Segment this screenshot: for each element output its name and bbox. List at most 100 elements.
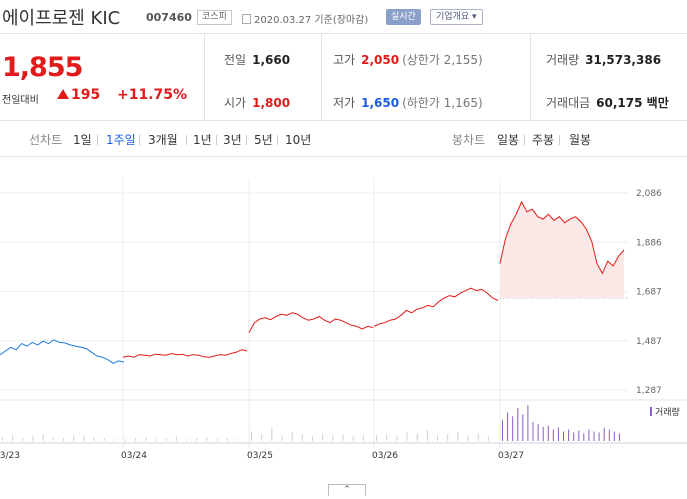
volume-bar (301, 434, 303, 441)
divider (321, 34, 322, 120)
stat-open: 시가 1,800 (224, 96, 291, 110)
volume-bar (552, 429, 554, 441)
volume-bar (512, 416, 514, 441)
volume-bar (598, 432, 600, 441)
stat-trade-value: 거래대금 60,175 백만 (546, 96, 669, 110)
x-tick-label: 03/24 (121, 451, 147, 461)
volume-bar (135, 438, 137, 441)
divider (186, 135, 187, 145)
stat-volume: 거래량 31,573,386 (546, 53, 662, 67)
price-summary: 1,855 전일대비 195 +11.75% (0, 34, 205, 120)
divider (216, 135, 217, 145)
volume-bar (487, 436, 489, 442)
volume-bar (593, 431, 595, 441)
volume-bar (312, 436, 313, 442)
volume-bar (542, 426, 544, 442)
divider (530, 34, 531, 120)
change-label: 전일대비 (2, 95, 39, 106)
divider (524, 135, 525, 145)
divider (277, 135, 278, 145)
collapse-button[interactable]: ⌃ (328, 484, 366, 496)
realtime-button[interactable]: 실시간 (386, 9, 421, 25)
current-price: 1,855 (2, 52, 83, 83)
series-line-0326 (373, 287, 499, 327)
volume-bar (145, 437, 147, 441)
period-3m[interactable]: 3개월 (148, 133, 178, 147)
volume-bar (547, 425, 549, 441)
stock-code: 007460 (146, 11, 192, 24)
volume-bar (557, 427, 559, 441)
volume-bar (32, 436, 34, 442)
divider (97, 135, 98, 145)
volume-bar (261, 433, 263, 441)
divider (559, 135, 560, 145)
stat-high: 고가 2,050 (상한가 2,155) (333, 53, 483, 67)
volume-bar (63, 438, 64, 441)
volume-bar (517, 407, 519, 442)
period-1w[interactable]: 1주일 (106, 133, 136, 147)
volume-bar (226, 438, 228, 441)
calendar-icon (242, 14, 251, 24)
volume-bar (362, 435, 364, 441)
volume-bar (537, 423, 539, 441)
volume-bar (376, 435, 377, 441)
period-1y[interactable]: 1년 (193, 133, 212, 147)
volume-bar (42, 434, 44, 441)
volume-bar (73, 436, 75, 442)
volume-bar (125, 439, 126, 441)
period-1d[interactable]: 1일 (73, 133, 92, 147)
volume-bar (396, 436, 398, 442)
volume-bar (271, 427, 273, 441)
volume-bar (563, 431, 564, 441)
volume-bar (206, 437, 208, 441)
volume-bar (251, 431, 252, 441)
x-tick-label: 03/27 (498, 451, 524, 461)
volume-bar (457, 432, 459, 441)
candle-daily[interactable]: 일봉 (497, 133, 520, 147)
volume-bar (165, 438, 167, 441)
y-tick-label: 1,487 (636, 337, 662, 347)
x-tick-label: 03/26 (372, 451, 398, 461)
volume-bar (155, 439, 157, 441)
date-text: 2020.03.27 기준(장마감) (254, 15, 369, 26)
volume-bar (416, 433, 418, 441)
company-overview-button[interactable]: 기업개요 ▾ (430, 9, 483, 25)
volume-swatch-icon (650, 407, 652, 416)
period-5y[interactable]: 5년 (254, 133, 273, 147)
volume-bar (447, 434, 449, 441)
volume-legend: 거래량 (650, 405, 680, 418)
volume-bar (588, 429, 590, 441)
stat-prev-close: 전일 1,660 (224, 53, 291, 67)
volume-bar (93, 437, 95, 441)
x-tick-label: 03/23 (0, 451, 20, 461)
x-tick-label: 03/25 (247, 451, 273, 461)
y-tick-label: 1,886 (636, 238, 662, 248)
price-chart[interactable]: 2,086 1,886 1,687 1,487 1,287 03/23 03/24 03/25… (0, 158, 687, 499)
volume-bar (578, 430, 580, 442)
volume-bar (532, 422, 534, 441)
volume-bar (467, 435, 469, 441)
volume-bar (216, 439, 218, 441)
price-chart-svg: 2,086 1,886 1,687 1,487 1,287 03/23 03/24 03/25… (0, 178, 687, 461)
period-10y[interactable]: 10년 (285, 133, 312, 147)
volume-bar (236, 439, 238, 441)
volume-bar (603, 427, 605, 441)
volume-bar (502, 420, 503, 441)
period-3y[interactable]: 3년 (223, 133, 242, 147)
y-tick-label: 1,287 (636, 386, 662, 396)
volume-bar (52, 437, 54, 441)
price-change: 195 (57, 87, 100, 103)
candle-monthly[interactable]: 월봉 (569, 133, 592, 147)
candle-weekly[interactable]: 주봉 (532, 133, 555, 147)
volume-bar (507, 412, 509, 441)
volume-bar (426, 429, 428, 441)
volume-bar (583, 433, 585, 441)
volume-bar (613, 431, 615, 441)
market-badge: 코스피 (197, 10, 232, 25)
line-chart-label: 선차트 (29, 133, 63, 147)
volume-bar (386, 434, 388, 441)
volume-bar (291, 432, 293, 441)
volume-bar (113, 439, 115, 441)
change-percent: +11.75% (117, 87, 188, 103)
series-line-0324 (122, 349, 248, 358)
